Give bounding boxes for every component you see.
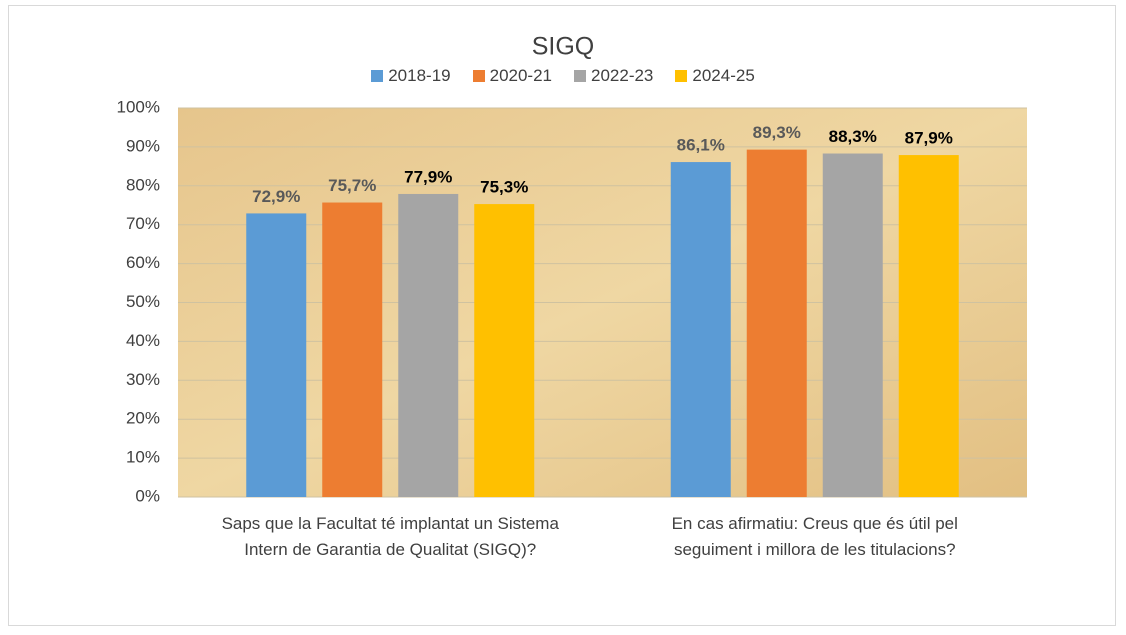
y-tick-label: 90% bbox=[126, 136, 160, 155]
value-label: 87,9% bbox=[905, 129, 953, 148]
bar bbox=[322, 202, 383, 498]
value-label: 89,3% bbox=[753, 123, 801, 142]
chart-title: SIGQ bbox=[532, 33, 595, 61]
legend-item: 2022-23 bbox=[574, 66, 653, 86]
legend-swatch bbox=[574, 70, 586, 82]
legend-item: 2018-19 bbox=[371, 66, 451, 86]
legend-label: 2022-23 bbox=[591, 66, 654, 85]
bar bbox=[822, 153, 883, 497]
value-label: 72,9% bbox=[252, 187, 300, 206]
y-tick-label: 80% bbox=[126, 175, 160, 194]
bar bbox=[898, 155, 959, 497]
bar bbox=[246, 213, 307, 497]
legend-label: 2024-25 bbox=[692, 66, 755, 85]
legend-label: 2020-21 bbox=[489, 66, 552, 85]
legend-label: 2018-19 bbox=[388, 66, 451, 85]
y-tick-label: 60% bbox=[126, 253, 160, 272]
chart-frame bbox=[8, 5, 1116, 626]
bar bbox=[398, 193, 459, 497]
legend: 2018-19 2020-21 2022-23 2024-25 bbox=[0, 66, 1126, 86]
y-tick-label: 100% bbox=[117, 97, 160, 116]
y-tick-label: 70% bbox=[126, 214, 160, 233]
y-tick-label: 30% bbox=[126, 370, 160, 389]
bar bbox=[670, 162, 731, 498]
legend-item: 2024-25 bbox=[675, 66, 755, 86]
legend-swatch bbox=[371, 70, 384, 82]
y-tick-label: 40% bbox=[126, 331, 160, 350]
legend-swatch bbox=[675, 70, 688, 82]
y-tick-label: 0% bbox=[135, 486, 160, 505]
value-label: 86,1% bbox=[677, 136, 725, 155]
y-tick-label: 50% bbox=[126, 292, 160, 311]
x-tick-label: Saps que la Facultat té implantat un Sis… bbox=[221, 514, 559, 559]
y-tick-label: 20% bbox=[126, 409, 160, 428]
value-label: 77,9% bbox=[404, 167, 452, 186]
value-label: 75,7% bbox=[328, 176, 376, 195]
value-label: 88,3% bbox=[829, 127, 877, 146]
y-tick-label: 10% bbox=[126, 448, 160, 467]
legend-item: 2020-21 bbox=[472, 66, 552, 86]
bar bbox=[474, 204, 535, 497]
x-tick-label: En cas afirmatiu: Creus que és útil pel … bbox=[671, 514, 958, 559]
legend-swatch bbox=[472, 70, 485, 82]
value-label: 75,3% bbox=[480, 178, 528, 197]
bar bbox=[746, 149, 807, 498]
